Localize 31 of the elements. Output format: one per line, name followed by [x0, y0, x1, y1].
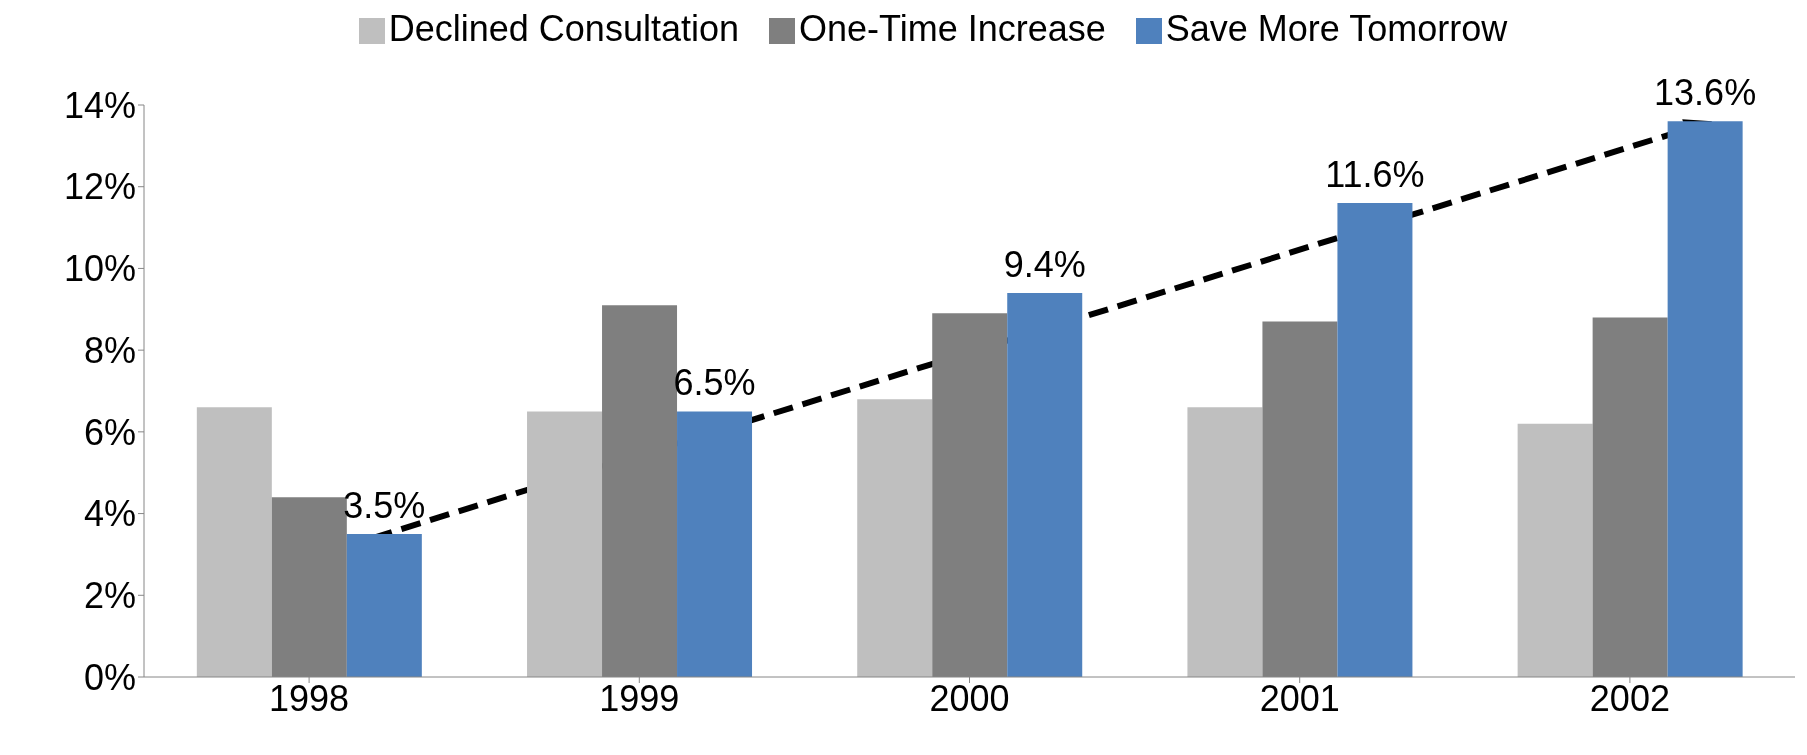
- bar: [1187, 407, 1263, 677]
- y-tick-label: 0%: [83, 656, 136, 698]
- bar: [857, 399, 933, 677]
- y-tick-label: 14%: [63, 84, 136, 126]
- data-label: 3.5%: [343, 485, 426, 526]
- y-tick-label: 2%: [83, 575, 136, 617]
- legend-label: Save More Tomorrow: [1165, 8, 1508, 49]
- x-tick-label: 1998: [269, 677, 350, 719]
- bar: [1517, 423, 1593, 677]
- y-tick-label: 12%: [63, 166, 136, 208]
- data-label: 9.4%: [1003, 243, 1086, 285]
- bar: [1667, 121, 1743, 677]
- legend-label: Declined Consultation: [388, 8, 739, 49]
- y-tick-label: 6%: [83, 411, 136, 453]
- y-tick-label: 8%: [83, 329, 136, 371]
- bar: [346, 534, 422, 677]
- legend-label: One-Time Increase: [798, 8, 1106, 49]
- x-tick-label: 1999: [599, 677, 680, 719]
- bar: [196, 407, 272, 677]
- bar: [527, 411, 603, 677]
- bar: [1337, 203, 1413, 677]
- y-tick-label: 4%: [83, 493, 136, 535]
- data-label: 13.6%: [1654, 72, 1757, 114]
- bar: [1007, 292, 1083, 677]
- x-tick-label: 2001: [1259, 677, 1340, 719]
- x-tick-label: 2002: [1589, 677, 1670, 719]
- data-label: 6.5%: [673, 362, 756, 404]
- y-tick-label: 10%: [63, 248, 136, 290]
- x-tick-label: 2000: [929, 677, 1010, 719]
- bar: [677, 411, 753, 677]
- data-label: 11.6%: [1325, 154, 1425, 196]
